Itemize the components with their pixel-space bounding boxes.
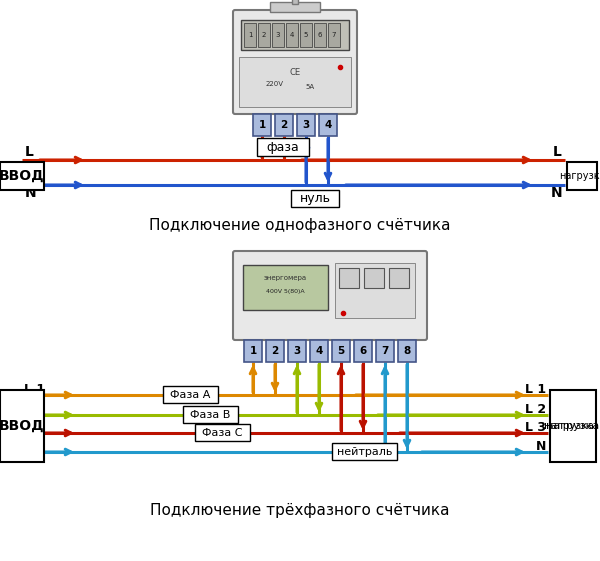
Text: 3: 3	[276, 32, 280, 38]
Bar	[241, 20, 349, 50]
Text: CE: CE	[289, 67, 301, 76]
Bar	[319, 114, 337, 136]
Text: 8: 8	[403, 346, 410, 356]
FancyBboxPatch shape	[233, 10, 357, 114]
FancyBboxPatch shape	[233, 251, 427, 340]
Bar	[0, 162, 44, 190]
Text: нейтраль: нейтраль	[337, 447, 392, 457]
Bar	[253, 114, 271, 136]
Text: N: N	[24, 439, 34, 453]
Text: 1: 1	[250, 346, 257, 356]
Text: нагрузка: нагрузка	[559, 171, 600, 181]
Bar	[398, 340, 416, 362]
Bar	[270, 2, 320, 12]
Bar	[364, 268, 384, 288]
Bar	[183, 406, 238, 423]
Text: 3: 3	[293, 346, 301, 356]
Text: L 2: L 2	[24, 402, 45, 416]
Text: N: N	[536, 439, 546, 453]
Text: L 1: L 1	[525, 383, 546, 396]
Text: ВВОД: ВВОД	[0, 419, 45, 433]
Bar	[292, 0, 298, 4]
Text: 1: 1	[248, 32, 252, 38]
Text: Фаза В: Фаза В	[190, 410, 230, 420]
Bar	[328, 23, 340, 47]
Bar	[239, 57, 351, 107]
Text: 4: 4	[325, 120, 332, 130]
Bar	[332, 443, 397, 460]
Bar	[297, 114, 315, 136]
Text: 6: 6	[318, 32, 322, 38]
Text: L 1: L 1	[24, 383, 45, 396]
Text: N: N	[550, 186, 562, 200]
Bar	[567, 162, 597, 190]
Text: фаза: фаза	[266, 140, 299, 154]
Bar	[0, 390, 44, 462]
Bar	[550, 390, 596, 462]
Text: Подключение трёхфазного счётчика: Подключение трёхфазного счётчика	[150, 503, 450, 517]
Text: Подключение однофазного счётчика: Подключение однофазного счётчика	[149, 218, 451, 232]
Text: 400V 5(80)A: 400V 5(80)A	[266, 288, 304, 293]
Text: N: N	[25, 186, 37, 200]
Text: нагрузка: нагрузка	[544, 421, 594, 431]
Text: 3: 3	[302, 120, 310, 130]
Bar	[354, 340, 372, 362]
Text: 1: 1	[259, 120, 266, 130]
Text: 5: 5	[304, 32, 308, 38]
Bar	[257, 138, 309, 156]
Bar	[266, 340, 284, 362]
Bar	[286, 23, 298, 47]
Bar	[389, 268, 409, 288]
Text: ВВОД: ВВОД	[0, 169, 45, 183]
Text: 4: 4	[290, 32, 294, 38]
Text: L 3: L 3	[24, 421, 45, 434]
Bar	[335, 263, 415, 318]
Bar	[244, 23, 256, 47]
Text: Фаза С: Фаза С	[202, 427, 243, 438]
Text: Фаза А: Фаза А	[170, 389, 211, 399]
Bar	[310, 340, 328, 362]
Bar	[195, 424, 250, 441]
Text: 4: 4	[316, 346, 323, 356]
Text: 6: 6	[359, 346, 367, 356]
Bar	[314, 23, 326, 47]
Text: нуль: нуль	[299, 192, 331, 205]
Text: L: L	[25, 145, 34, 159]
Text: 5A: 5A	[305, 84, 314, 90]
Bar	[243, 265, 328, 310]
Bar	[163, 386, 218, 403]
Bar	[291, 190, 339, 207]
Bar	[244, 340, 262, 362]
Text: L 3: L 3	[525, 421, 546, 434]
Bar	[272, 23, 284, 47]
Text: нагрузка: нагрузка	[547, 421, 599, 431]
Bar	[300, 23, 312, 47]
Bar	[550, 390, 588, 462]
Text: L 2: L 2	[525, 402, 546, 416]
Bar	[339, 268, 359, 288]
Bar	[258, 23, 270, 47]
Text: L: L	[553, 145, 562, 159]
Bar	[288, 340, 306, 362]
Bar	[376, 340, 394, 362]
Text: 2: 2	[280, 120, 287, 130]
Text: 5: 5	[337, 346, 344, 356]
Text: 2: 2	[271, 346, 278, 356]
Text: энергомера: энергомера	[263, 275, 307, 281]
Text: 220V: 220V	[266, 81, 284, 87]
Text: 2: 2	[262, 32, 266, 38]
Text: 7: 7	[382, 346, 389, 356]
Text: 7: 7	[332, 32, 336, 38]
Bar	[332, 340, 350, 362]
Bar	[275, 114, 293, 136]
